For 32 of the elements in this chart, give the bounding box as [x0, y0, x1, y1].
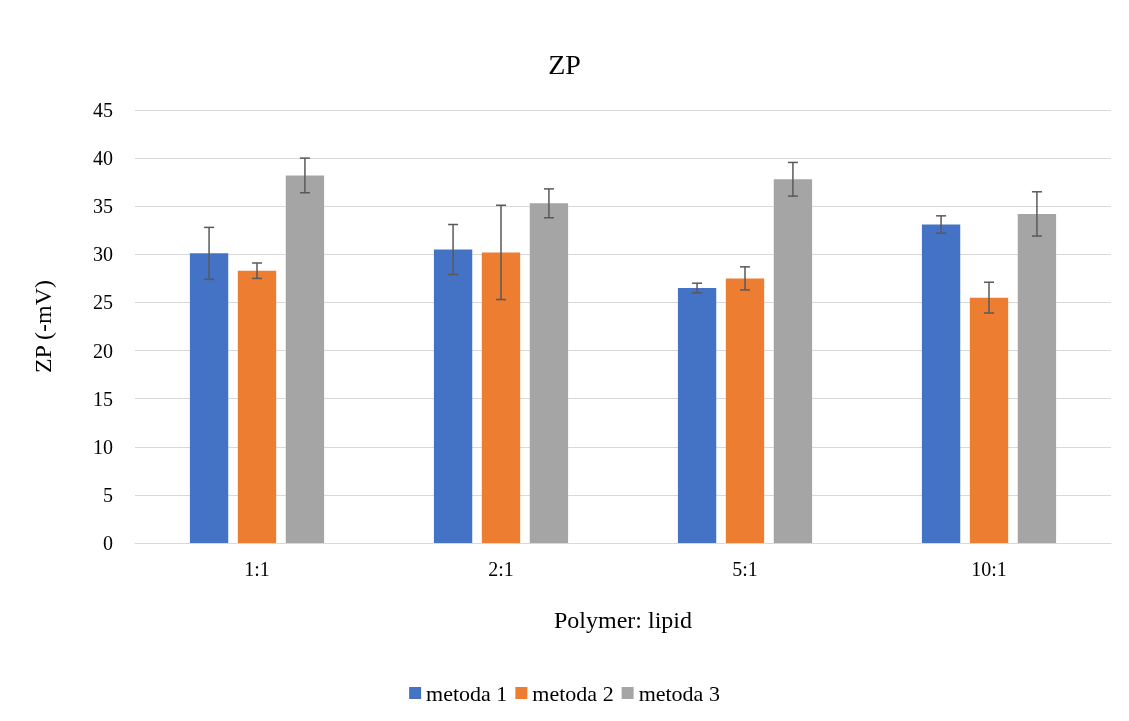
x-tick-label: 2:1 — [488, 558, 514, 580]
bar — [677, 288, 717, 543]
bar — [433, 249, 473, 543]
bar — [237, 270, 277, 543]
bar — [481, 252, 521, 543]
y-tick-label: 20 — [93, 339, 113, 362]
x-axis-title: Polymer: lipid — [554, 607, 692, 633]
x-tick-label: 1:1 — [244, 558, 270, 580]
x-tick-label: 5:1 — [732, 558, 758, 580]
y-tick-label: 35 — [93, 195, 113, 218]
y-tick-label: 40 — [93, 147, 113, 170]
chart-title: ZP — [548, 48, 581, 80]
bar — [921, 224, 961, 543]
bar — [285, 175, 325, 543]
bar — [773, 179, 813, 543]
y-tick-label: 45 — [93, 99, 113, 121]
y-tick-label: 5 — [103, 483, 113, 506]
legend-label: metoda 3 — [638, 680, 720, 706]
x-tick-label: 10:1 — [971, 558, 1007, 580]
y-tick-label: 10 — [93, 435, 113, 458]
bar — [725, 278, 765, 543]
bar — [1017, 213, 1057, 543]
y-tick-label: 15 — [93, 387, 113, 410]
bar — [969, 297, 1009, 543]
y-tick-label: 25 — [93, 291, 113, 314]
bar — [189, 253, 229, 543]
legend-label: metoda 1 — [426, 680, 508, 706]
y-axis-title: ZP (-mV) — [30, 279, 56, 374]
bar — [529, 203, 569, 543]
y-tick-label: 0 — [103, 532, 113, 554]
legend-label: metoda 2 — [532, 680, 614, 706]
y-tick-label: 30 — [93, 243, 113, 266]
